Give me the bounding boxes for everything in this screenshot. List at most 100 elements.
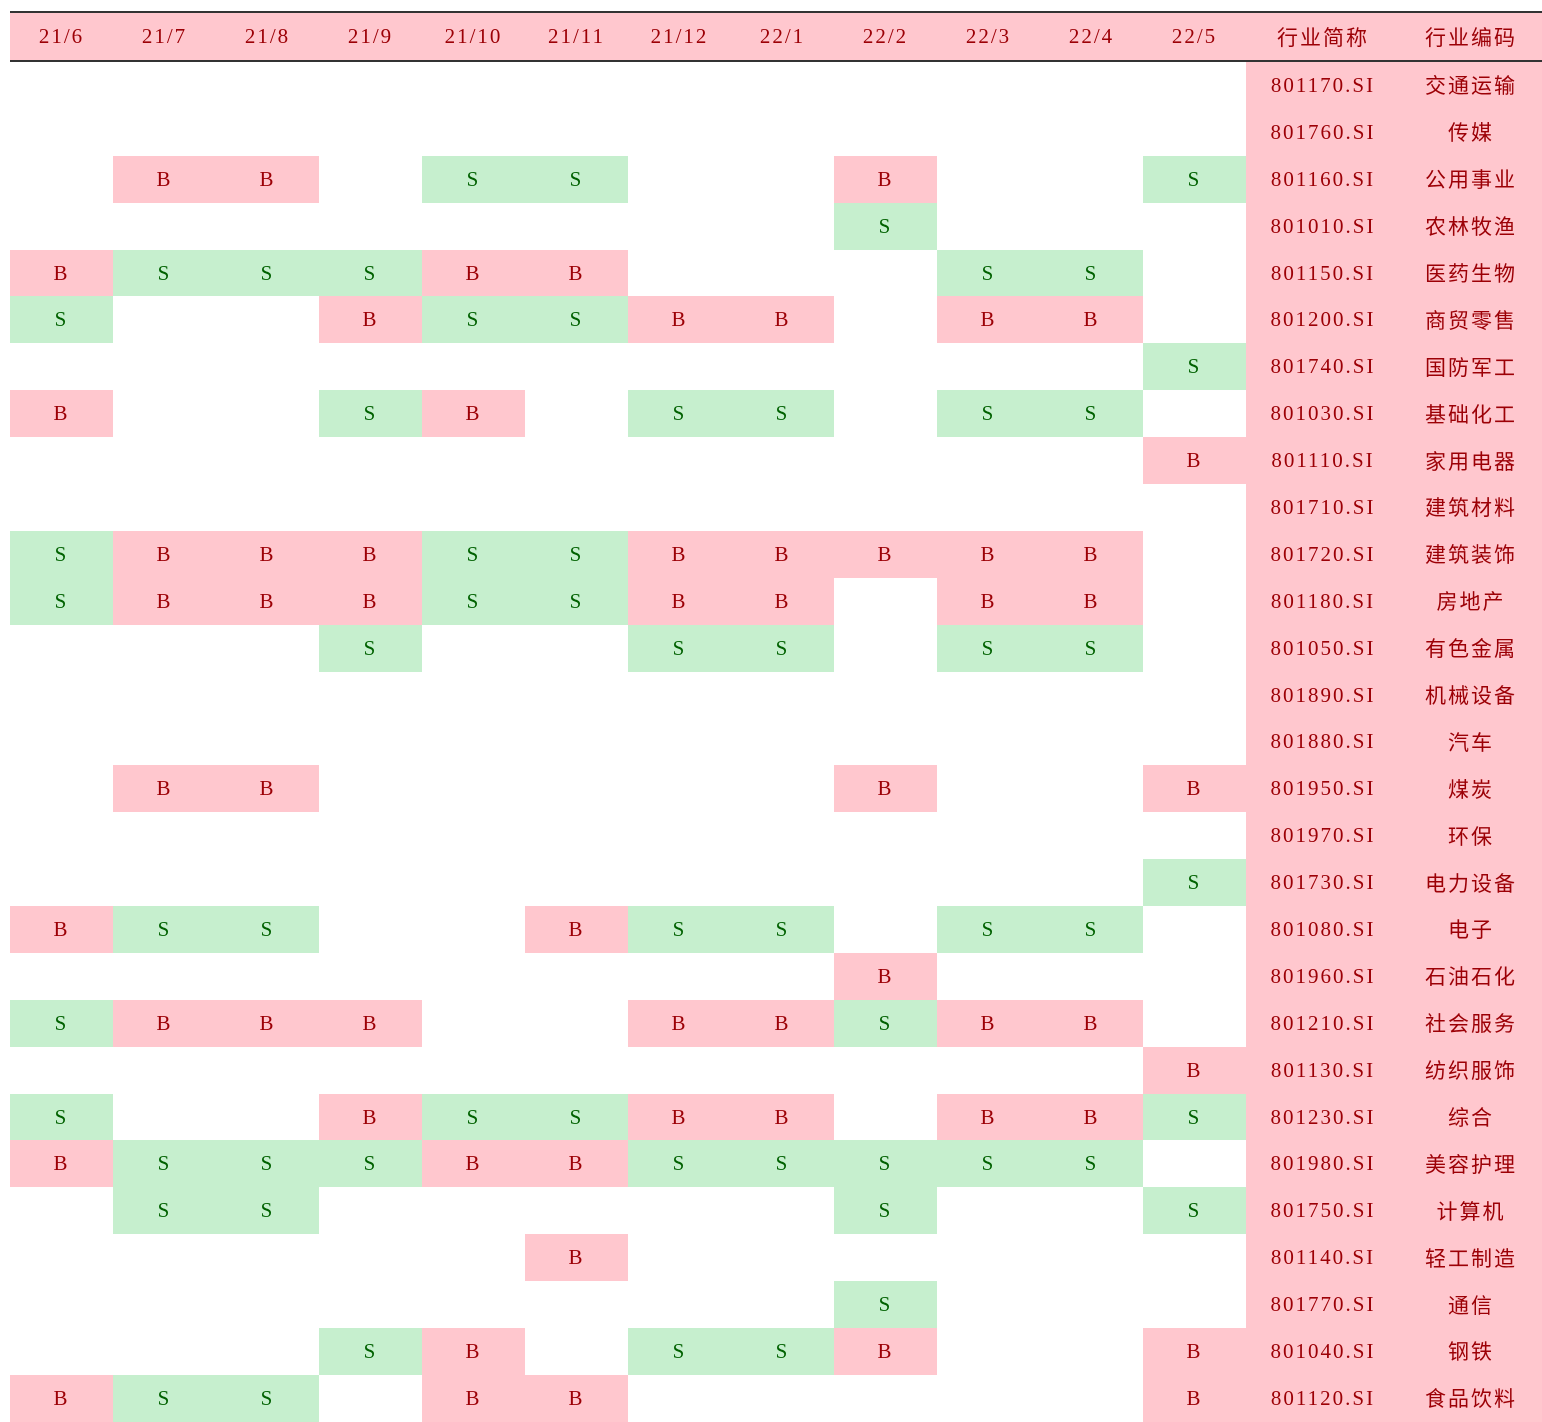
signal-cell: S bbox=[937, 390, 1040, 438]
signal-cell bbox=[216, 296, 319, 343]
signal-cell bbox=[422, 859, 525, 906]
industry-code: 801770.SI bbox=[1246, 1281, 1400, 1329]
signal-table: 21/6 21/7 21/8 21/9 21/10 21/11 21/12 22/1 22/2 2… bbox=[10, 11, 1542, 1422]
industry-name: 计算机 bbox=[1400, 1187, 1542, 1235]
industry-name: 交通运输 bbox=[1400, 61, 1542, 109]
signal-cell bbox=[113, 1328, 216, 1375]
signal-cell: B bbox=[319, 296, 422, 344]
header-cell: 21/11 bbox=[525, 11, 628, 62]
signal-cell bbox=[525, 672, 628, 719]
signal-cell bbox=[216, 953, 319, 1000]
signal-cell bbox=[1143, 718, 1246, 765]
signal-cell bbox=[113, 343, 216, 390]
signal-cell bbox=[1143, 1000, 1246, 1047]
signal-cell bbox=[1143, 296, 1246, 343]
row: S 801770.SI 通信 bbox=[10, 1281, 1542, 1329]
signal-cell bbox=[628, 250, 731, 297]
signal-cell: B bbox=[937, 296, 1040, 344]
signal-cell bbox=[319, 484, 422, 531]
signal-cell bbox=[937, 765, 1040, 812]
signal-cell bbox=[628, 484, 731, 531]
signal-cell bbox=[113, 109, 216, 156]
industry-code: 801880.SI bbox=[1246, 718, 1400, 766]
industry-code: 801210.SI bbox=[1246, 999, 1400, 1047]
signal-cell: S bbox=[1040, 906, 1143, 953]
signal-cell bbox=[216, 812, 319, 859]
industry-name: 钢铁 bbox=[1400, 1328, 1542, 1375]
industry-name: 美容护理 bbox=[1400, 1140, 1542, 1188]
header-cell: 21/8 bbox=[216, 11, 319, 62]
signal-cell: S bbox=[216, 1140, 319, 1188]
signal-cell bbox=[937, 1374, 1040, 1422]
signal-cell bbox=[937, 859, 1040, 906]
signal-cell bbox=[319, 765, 422, 812]
signal-cell bbox=[1040, 484, 1143, 531]
signal-cell bbox=[10, 1047, 113, 1094]
signal-cell: B bbox=[937, 577, 1040, 625]
signal-cell bbox=[319, 203, 422, 250]
signal-cell: S bbox=[10, 296, 113, 344]
signal-cell bbox=[1143, 578, 1246, 625]
signal-cell bbox=[10, 343, 113, 390]
signal-cell: B bbox=[216, 155, 319, 203]
signal-cell bbox=[113, 437, 216, 484]
industry-code: 801730.SI bbox=[1246, 859, 1400, 907]
signal-cell: B bbox=[834, 155, 937, 203]
signal-cell bbox=[731, 1234, 834, 1281]
signal-cell bbox=[937, 1234, 1040, 1281]
signal-cell bbox=[422, 906, 525, 953]
signal-cell: B bbox=[10, 906, 113, 953]
industry-name: 汽车 bbox=[1400, 718, 1542, 766]
signal-cell: B bbox=[525, 1374, 628, 1422]
signal-cell bbox=[113, 390, 216, 437]
signal-cell bbox=[113, 1281, 216, 1328]
signal-cell bbox=[525, 1187, 628, 1234]
signal-cell: B bbox=[628, 530, 731, 578]
header-cell: 21/9 bbox=[319, 11, 422, 62]
signal-cell: S bbox=[525, 1093, 628, 1141]
signal-cell bbox=[834, 109, 937, 156]
industry-code: 801890.SI bbox=[1246, 671, 1400, 719]
signal-cell bbox=[1143, 1140, 1246, 1187]
signal-cell bbox=[1143, 906, 1246, 953]
signal-cell bbox=[834, 1234, 937, 1281]
signal-cell bbox=[1143, 953, 1246, 1000]
signal-cell bbox=[834, 250, 937, 297]
signal-cell bbox=[834, 61, 937, 109]
industry-code: 801960.SI bbox=[1246, 952, 1400, 1000]
signal-cell bbox=[10, 953, 113, 1000]
signal-cell bbox=[628, 953, 731, 1000]
signal-cell: B bbox=[422, 249, 525, 297]
row: B 801110.SI 家用电器 bbox=[10, 437, 1542, 485]
signal-cell: B bbox=[834, 765, 937, 813]
signal-cell bbox=[731, 203, 834, 250]
signal-cell bbox=[422, 953, 525, 1000]
signal-cell bbox=[628, 1047, 731, 1094]
signal-cell bbox=[731, 437, 834, 484]
industry-name: 国防军工 bbox=[1400, 343, 1542, 391]
industry-code: 801200.SI bbox=[1246, 296, 1400, 344]
signal-cell bbox=[525, 437, 628, 484]
signal-cell: B bbox=[731, 296, 834, 344]
industry-code: 801710.SI bbox=[1246, 484, 1400, 531]
signal-cell bbox=[1040, 61, 1143, 109]
signal-cell: B bbox=[731, 577, 834, 625]
row: S S S S S 801050.SI 有色金属 bbox=[10, 624, 1542, 672]
signal-cell: S bbox=[628, 906, 731, 953]
industry-name: 轻工制造 bbox=[1400, 1234, 1542, 1282]
signal-cell bbox=[1143, 531, 1246, 578]
signal-cell bbox=[216, 1281, 319, 1328]
signal-cell bbox=[1040, 859, 1143, 906]
signal-cell bbox=[10, 203, 113, 250]
signal-cell bbox=[937, 1328, 1040, 1375]
header-row: 21/6 21/7 21/8 21/9 21/10 21/11 21/12 22/1 22/2 2… bbox=[10, 11, 1542, 62]
signal-cell bbox=[113, 484, 216, 531]
row: S 801740.SI 国防军工 bbox=[10, 343, 1542, 391]
signal-cell bbox=[731, 484, 834, 531]
row: B S S B B B 801120.SI 食品饮料 bbox=[10, 1374, 1542, 1422]
signal-cell bbox=[113, 672, 216, 719]
row: S B S S B B 801040.SI 钢铁 bbox=[10, 1328, 1542, 1375]
signal-cell bbox=[525, 390, 628, 437]
signal-cell: B bbox=[319, 1093, 422, 1141]
